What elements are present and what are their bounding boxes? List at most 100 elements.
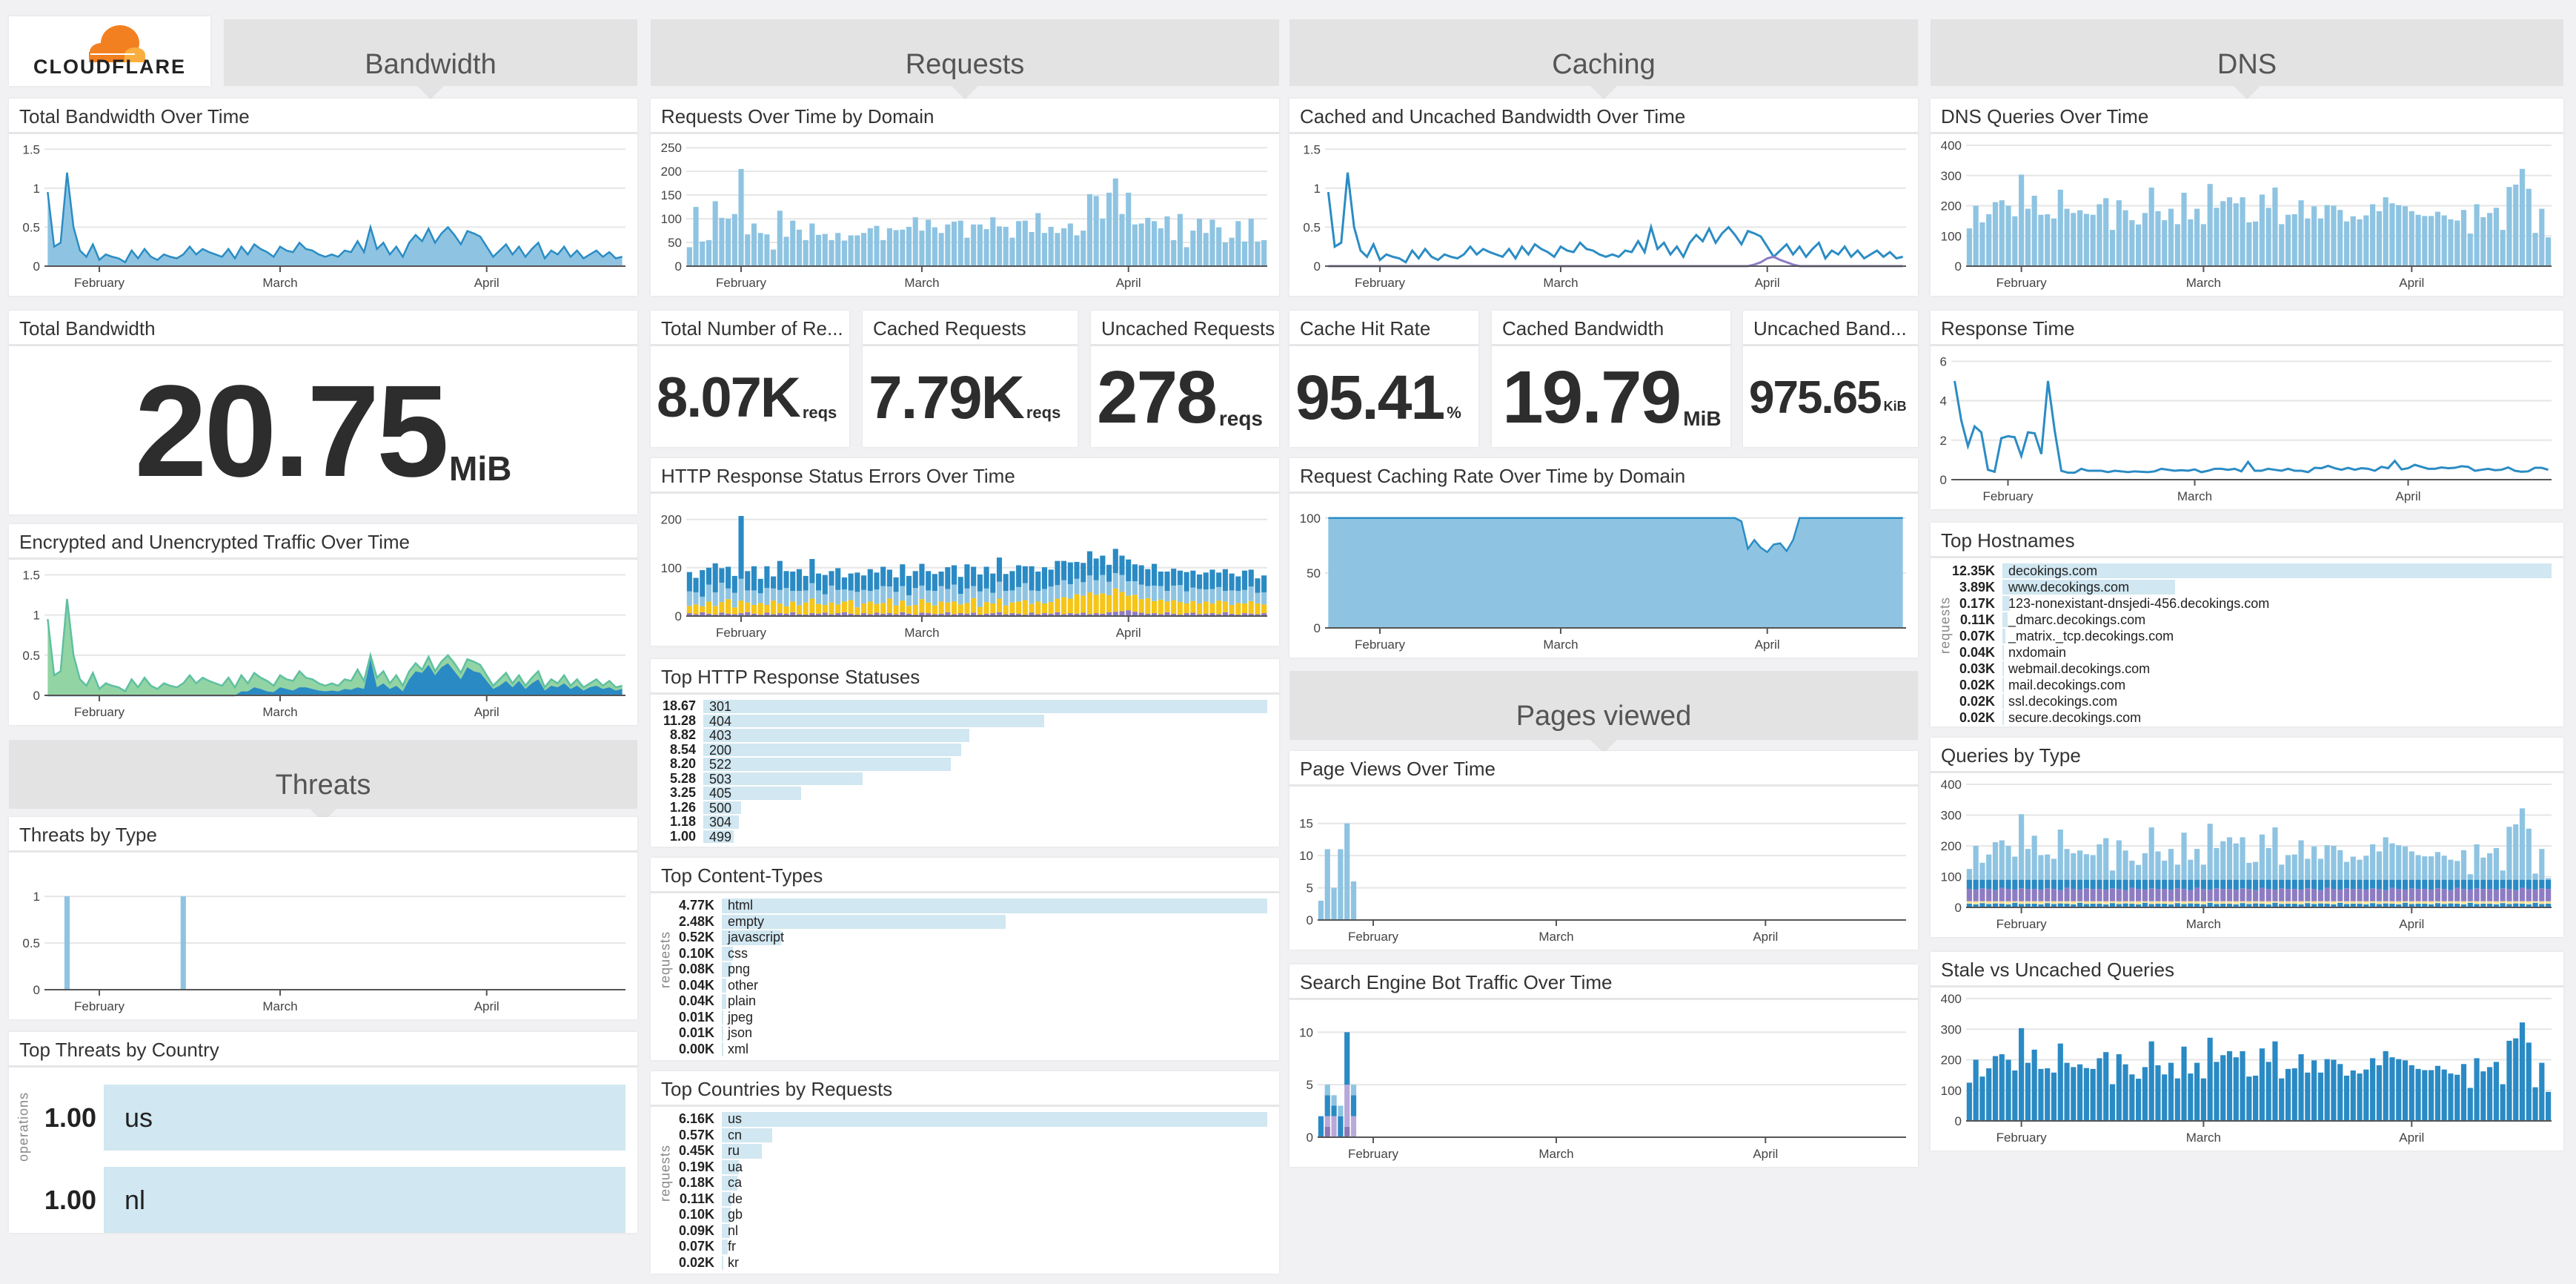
bar [2103,198,2109,266]
bar [2396,879,2402,890]
bar [1112,549,1118,573]
bar [700,612,706,616]
bar [1132,612,1138,616]
bar [2409,879,2414,889]
bar [2019,174,2025,266]
row-bar-track: ua [722,1159,1267,1176]
bar [2448,903,2454,907]
bar [2526,904,2532,907]
bar [1190,570,1196,588]
x-tick-label: April [1755,276,1780,290]
x-tick-label: March [262,705,297,719]
bar [1216,600,1222,615]
bar [2474,904,2480,907]
bar [2519,168,2526,266]
y-tick-label: 1 [33,182,40,196]
bar [1350,1085,1357,1096]
bar [1112,588,1118,612]
bar [971,612,977,616]
bar [2220,904,2226,907]
bar [719,602,725,613]
bar [2122,890,2128,901]
bar [926,571,932,591]
bar [829,239,834,266]
bar [2005,879,2011,890]
row-bar [104,1167,625,1233]
bar [2220,889,2226,901]
bar [829,571,834,586]
bar [2402,879,2409,890]
row-bar [2002,678,2005,692]
bar [1973,904,1979,907]
bar [886,586,892,599]
panel-cached-uncached-bandwidth: Cached and Uncached Bandwidth Over Time … [1289,99,1918,296]
bar [2434,1065,2440,1121]
bar [1222,612,1228,616]
row-bar-track: decokings.com [2002,563,2552,579]
bar [2357,889,2363,901]
bar [1041,613,1048,616]
content-type-list: requests 4.77K html 2.48K empty 0.52K javascri… [651,898,1279,1060]
bar [2506,901,2512,904]
bar [700,596,706,606]
bar [2129,901,2135,904]
bar [2376,879,2382,890]
bar [2409,1065,2414,1121]
bar [2415,901,2421,904]
bar [1029,603,1035,613]
panel-top-threats-by-country: Top Threats by Country operations 1.00 us 1… [9,1032,637,1233]
bar [1966,879,1972,890]
bar [2500,879,2506,889]
bar [2253,1075,2259,1121]
y-tick-label: 6 [1940,354,1947,368]
bar [2480,216,2486,266]
row-bar-track: 405 [703,786,1267,801]
bar [1080,612,1086,616]
bar [700,606,706,612]
x-tick-label: February [1348,1147,1399,1161]
bar [2240,197,2245,266]
bar [2350,856,2356,880]
bar [874,572,880,590]
bar [1209,603,1215,614]
row-bar [703,801,741,814]
bar [2253,221,2259,266]
bar [2526,188,2532,266]
bar [2337,879,2343,890]
bar [803,590,809,603]
row-value: 0.10K [678,1207,714,1222]
bar [2259,194,2265,266]
list-row: 0.03K webmail.decokings.com [1931,661,2563,677]
bar [1255,592,1261,604]
bar [700,570,706,597]
bar [1080,582,1086,596]
stat-unit: reqs [802,403,837,422]
bar [957,613,963,616]
x-tick-label: April [474,999,499,1013]
plot-marks [1318,823,1357,920]
bar [926,602,932,614]
bar [2429,904,2434,907]
bar [790,220,796,266]
bar [1196,219,1203,266]
bar [1145,586,1151,598]
bar [822,594,828,605]
list-row: 0.11K de [651,1191,1279,1208]
y-tick-label: 1.5 [22,142,40,156]
bar [1164,601,1170,612]
bar [2513,184,2519,266]
bar [2357,859,2363,880]
bar [2311,846,2317,880]
bar [2460,210,2467,266]
bar [1235,576,1241,592]
bar [2363,879,2369,890]
bar [2467,901,2473,903]
stat-total-requests: Total Number of Re... 8.07K reqs [651,311,849,447]
bar [2012,901,2018,903]
bar [1344,1126,1350,1137]
plot-marks [686,168,1267,266]
bar [2539,888,2545,901]
bar [1003,591,1009,606]
bar [771,249,777,266]
